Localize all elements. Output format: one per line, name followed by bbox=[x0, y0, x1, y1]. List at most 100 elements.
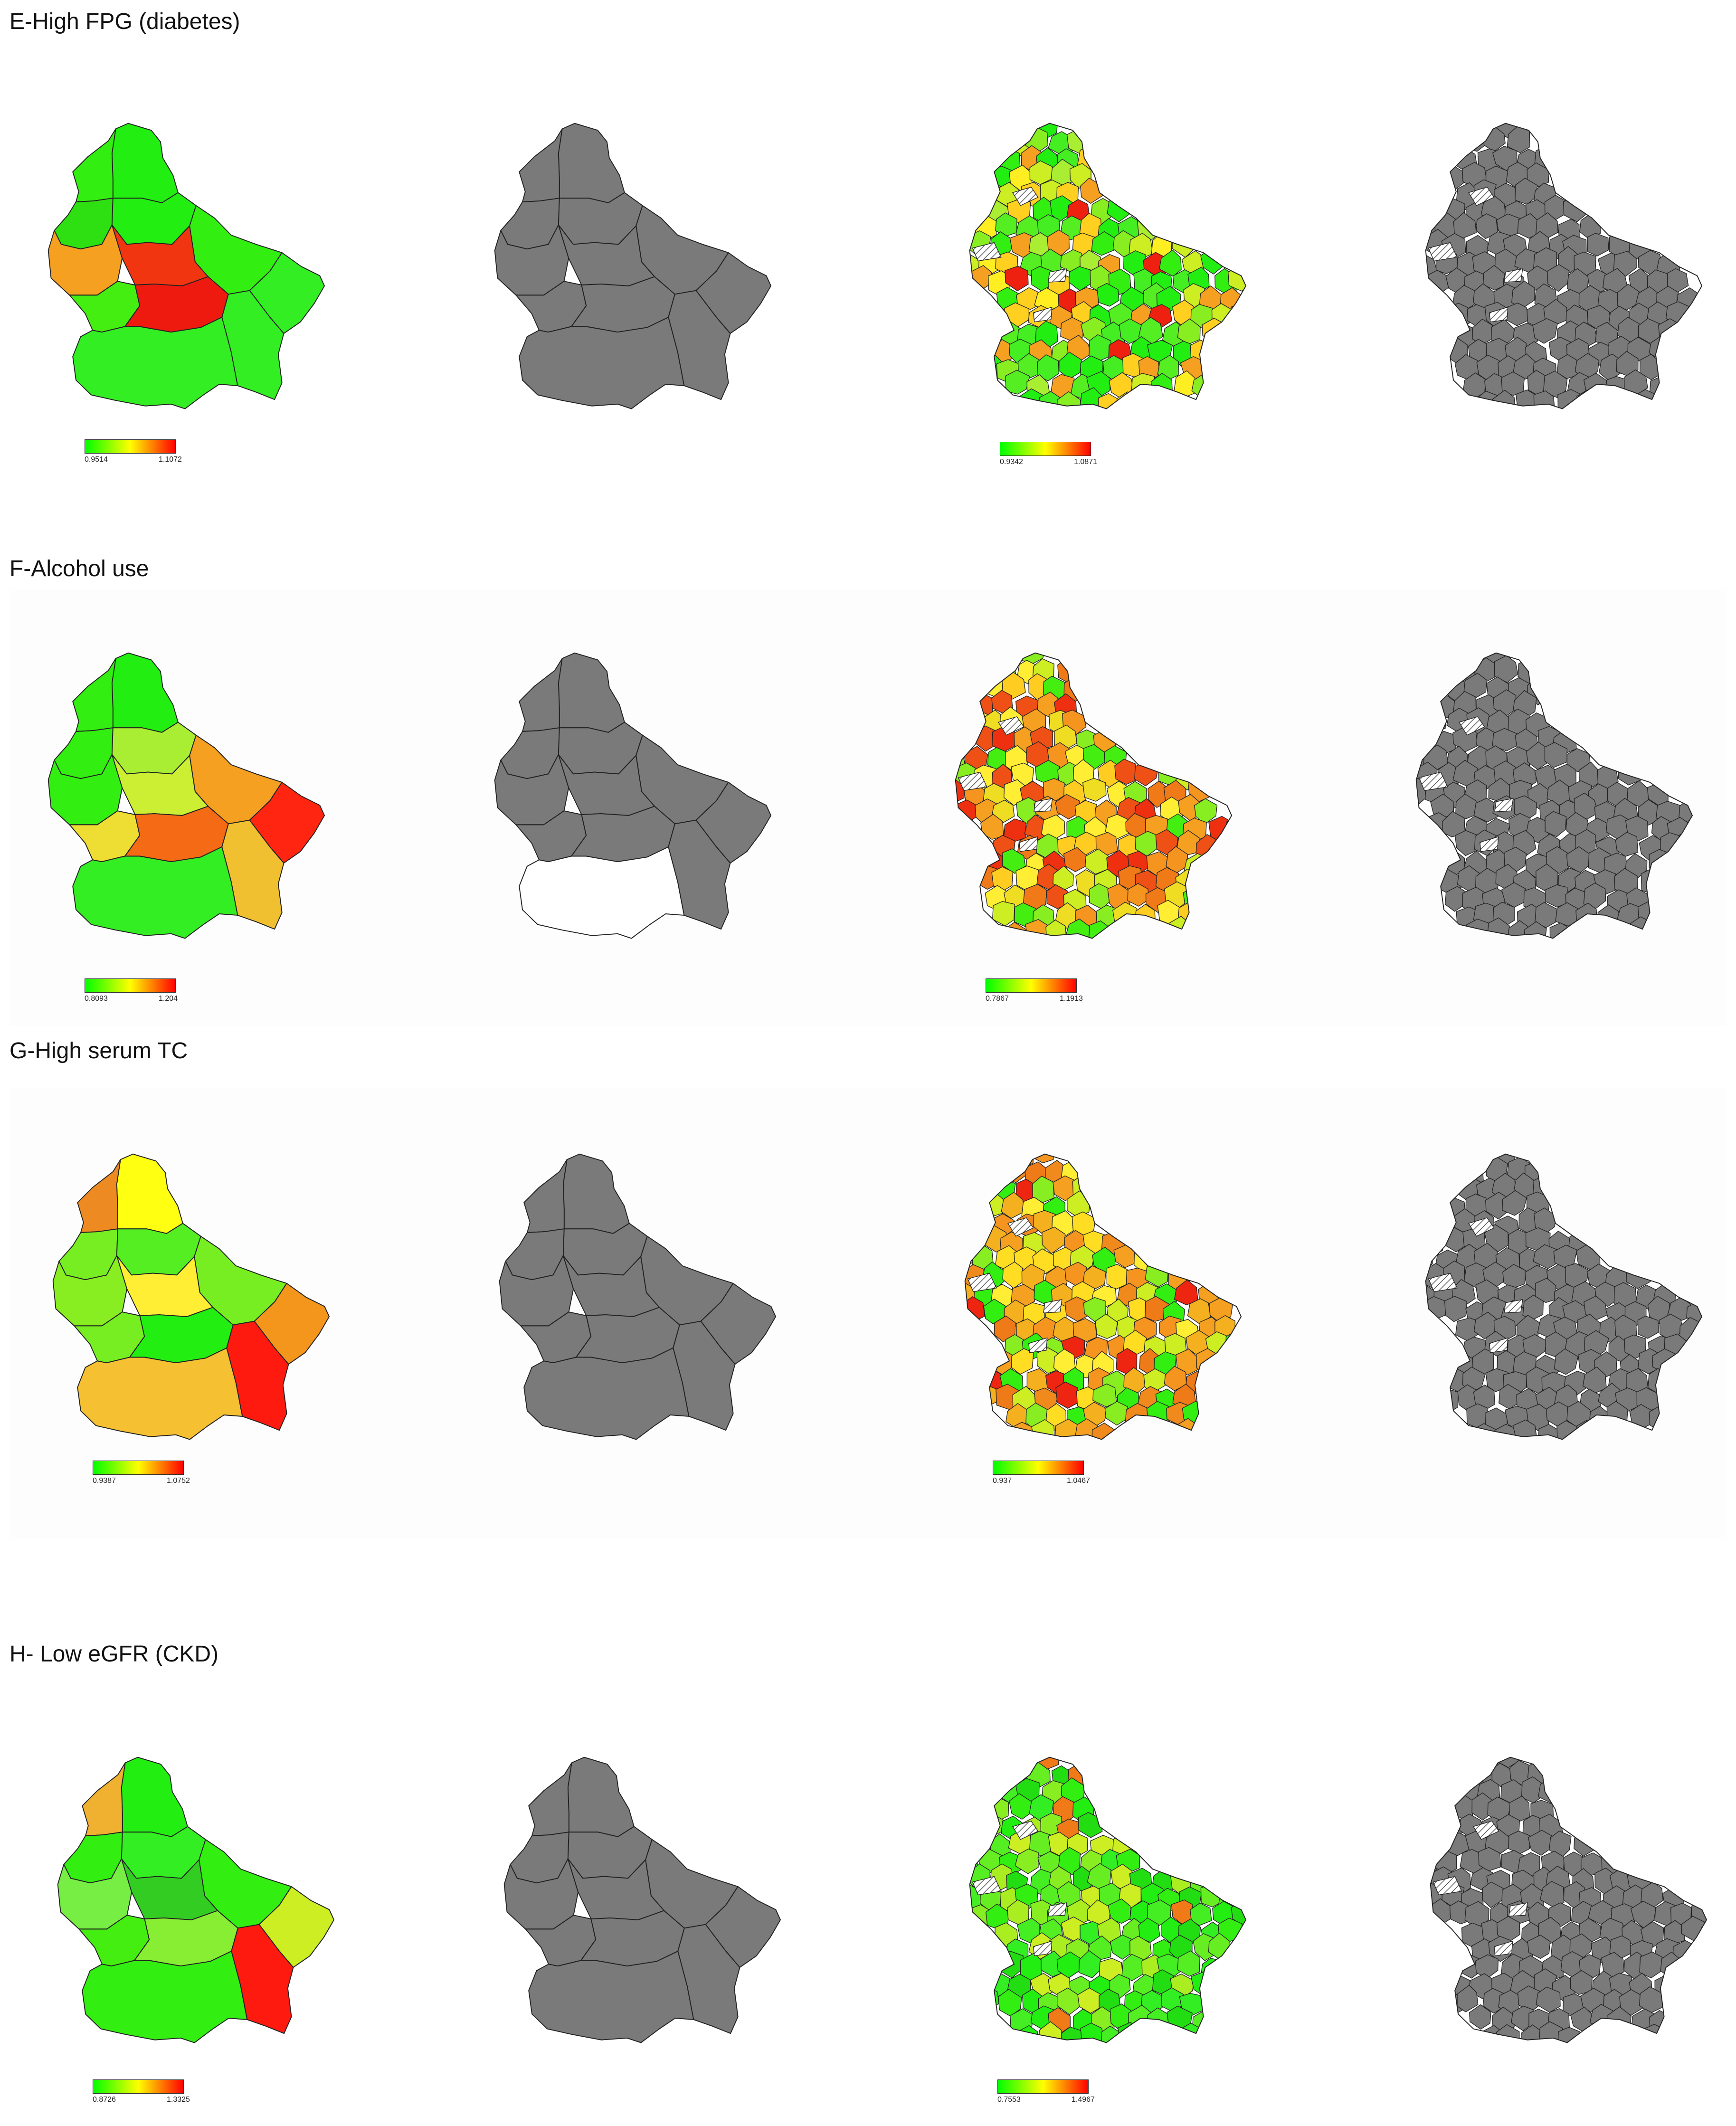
no-data-commune bbox=[972, 1876, 1002, 1896]
canton-legend: 0.9387 1.0752 bbox=[93, 1461, 207, 1489]
commune-region bbox=[1641, 868, 1664, 894]
no-data-commune bbox=[1428, 1272, 1458, 1292]
commune-region bbox=[1005, 370, 1030, 395]
canton-region bbox=[82, 1951, 248, 2043]
commune-region bbox=[1643, 2024, 1666, 2043]
legend-max-value: 1.1072 bbox=[159, 456, 182, 464]
legend-min-value: 0.9514 bbox=[85, 456, 108, 464]
country-outline bbox=[1425, 123, 1703, 409]
canton-significance-map bbox=[489, 119, 822, 451]
canton-region bbox=[494, 754, 569, 826]
legend-min-value: 0.8726 bbox=[93, 2096, 116, 2104]
canton-region bbox=[111, 652, 179, 733]
commune-region bbox=[1442, 811, 1465, 837]
no-data-commune bbox=[1012, 1821, 1039, 1840]
commune-region bbox=[1114, 759, 1137, 785]
commune-region bbox=[985, 1797, 1009, 1822]
panel-title: E-High FPG (diabetes) bbox=[9, 9, 240, 34]
no-data-commune bbox=[1019, 836, 1038, 852]
commune-risk-map bbox=[950, 648, 1282, 981]
no-data-commune bbox=[1007, 1217, 1034, 1237]
no-data-commune bbox=[1480, 836, 1499, 852]
commune-region bbox=[1118, 1424, 1139, 1440]
legend-max-value: 1.0467 bbox=[1067, 1477, 1090, 1485]
canton-region bbox=[519, 317, 685, 409]
commune-region bbox=[1045, 920, 1067, 939]
canton-region bbox=[72, 317, 238, 409]
no-data-commune bbox=[1033, 306, 1053, 323]
map-svg bbox=[499, 1153, 777, 1440]
canton-region bbox=[254, 1282, 330, 1365]
commune-region bbox=[1547, 264, 1570, 292]
commune-region bbox=[974, 1384, 999, 1408]
map-svg bbox=[1425, 123, 1703, 409]
panel-title: F-Alcohol use bbox=[9, 556, 149, 581]
no-data-commune bbox=[972, 242, 1002, 262]
canton-region bbox=[558, 652, 625, 733]
commune-region bbox=[1096, 283, 1119, 307]
commune-region bbox=[1444, 1296, 1468, 1322]
commune-region bbox=[1557, 2027, 1581, 2043]
commune-region bbox=[1502, 1190, 1527, 1216]
commune-region bbox=[1640, 1921, 1664, 1948]
commune-region bbox=[1131, 373, 1155, 399]
legend-max-value: 1.1913 bbox=[1060, 995, 1083, 1003]
canton-region bbox=[700, 1282, 777, 1365]
canton-region bbox=[523, 1348, 690, 1440]
commune-region bbox=[1231, 302, 1246, 327]
commune-region bbox=[963, 675, 985, 701]
canton-region bbox=[528, 1951, 694, 2043]
country-outline bbox=[1425, 1153, 1703, 1440]
commune-risk-map bbox=[964, 1753, 1297, 2085]
legend-max-value: 1.4967 bbox=[1072, 2096, 1095, 2104]
commune-region bbox=[1014, 902, 1036, 927]
commune-region bbox=[1557, 389, 1581, 409]
canton-region bbox=[695, 252, 772, 334]
map-svg bbox=[47, 123, 325, 409]
no-data-commune bbox=[1034, 798, 1053, 812]
no-data-commune bbox=[1504, 1299, 1523, 1313]
commune-region bbox=[1543, 370, 1568, 398]
commune-region bbox=[998, 1989, 1022, 2017]
commune-region bbox=[1055, 794, 1080, 820]
commune-region bbox=[1457, 1984, 1479, 2012]
no-data-commune bbox=[1468, 1217, 1495, 1237]
commune-significance-map bbox=[1420, 119, 1736, 451]
commune-region bbox=[1015, 1848, 1039, 1874]
commune-region bbox=[983, 1299, 1006, 1325]
commune-region bbox=[1455, 793, 1478, 819]
commune-region bbox=[1057, 391, 1081, 409]
commune-region bbox=[1545, 884, 1569, 908]
commune-region bbox=[1466, 919, 1491, 939]
country-outline bbox=[964, 1153, 1242, 1440]
commune-region bbox=[1532, 318, 1558, 344]
canton-legend: 0.8726 1.3325 bbox=[93, 2079, 207, 2108]
commune-region bbox=[1433, 1179, 1456, 1204]
country-outline bbox=[969, 123, 1247, 409]
legend-max-value: 1.204 bbox=[159, 995, 178, 1003]
commune-region bbox=[1058, 1847, 1081, 1875]
legend-max-value: 1.0752 bbox=[167, 1477, 190, 1485]
canton-region bbox=[52, 1255, 128, 1327]
color-scale-bar bbox=[93, 2079, 184, 2094]
commune-region bbox=[1242, 1917, 1246, 1943]
map-svg bbox=[57, 1756, 335, 2043]
commune-region bbox=[971, 1176, 996, 1202]
map-svg bbox=[494, 123, 772, 409]
commune-significance-map bbox=[1425, 1753, 1736, 2085]
no-data-commune bbox=[1508, 1902, 1528, 1917]
commune-region bbox=[1446, 303, 1470, 330]
canton-risk-map bbox=[43, 119, 375, 451]
legend-min-value: 0.9342 bbox=[1000, 458, 1023, 466]
commune-region bbox=[1533, 390, 1556, 409]
canton-region bbox=[116, 1153, 183, 1234]
commune-legend: 0.7867 1.1913 bbox=[986, 978, 1100, 1007]
canton-region bbox=[567, 1756, 635, 1837]
panel-title: G-High serum TC bbox=[9, 1038, 188, 1063]
canton-region bbox=[528, 1762, 572, 1836]
commune-region bbox=[1138, 1917, 1160, 1943]
commune-region bbox=[1425, 671, 1450, 701]
map-svg bbox=[964, 1153, 1242, 1440]
commune-region bbox=[1425, 1230, 1445, 1257]
map-svg bbox=[969, 123, 1247, 409]
